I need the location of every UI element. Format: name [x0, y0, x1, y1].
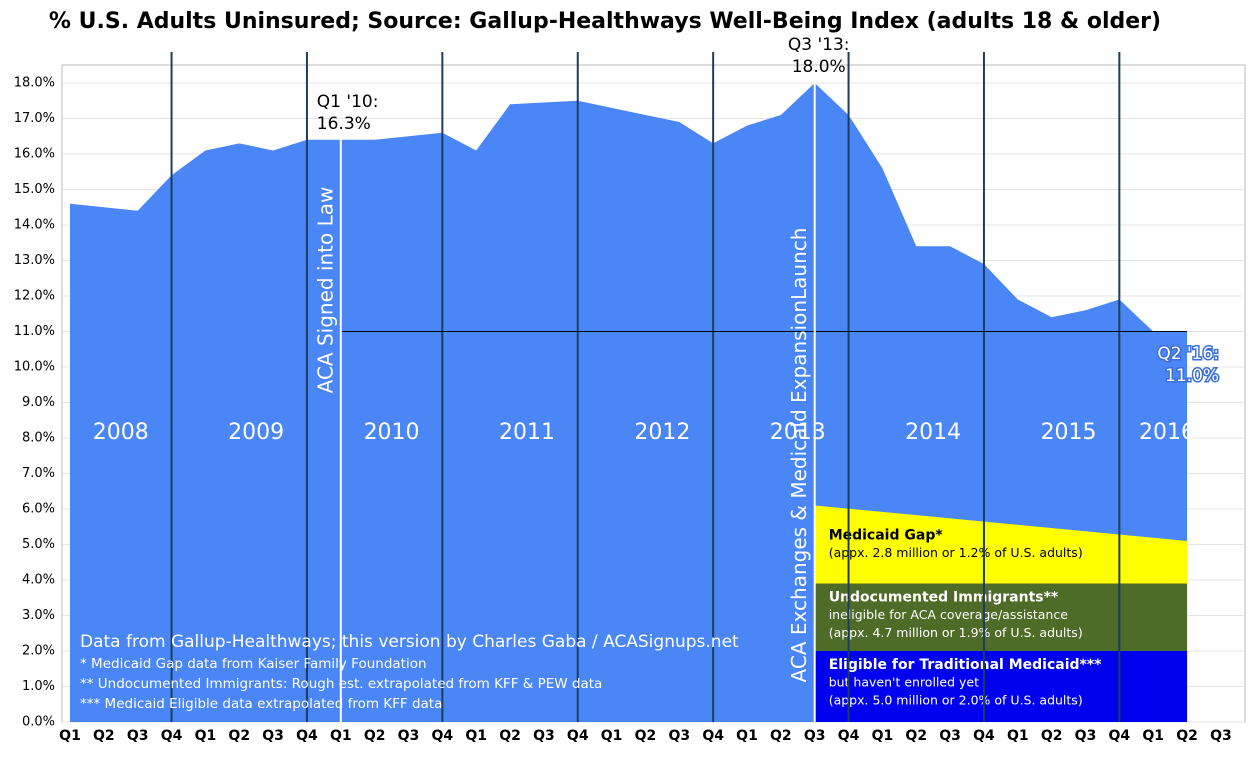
overlay-name: Undocumented Immigrants**: [829, 590, 1059, 606]
y-tick-label: 10.0%: [14, 360, 55, 375]
x-tick-label: Q4: [567, 728, 589, 744]
x-tick-label: Q4: [1109, 728, 1131, 744]
x-tick-label: Q4: [702, 728, 724, 744]
y-tick-label: 6.0%: [22, 502, 55, 517]
x-tick-label: Q4: [432, 728, 454, 744]
annotation: 16.3%: [317, 114, 371, 134]
x-tick-label: Q4: [838, 728, 860, 744]
y-tick-label: 11.0%: [14, 324, 55, 339]
y-tick-label: 16.0%: [14, 147, 55, 162]
annotation: Q3 '13:: [788, 35, 850, 55]
overlay-name: Eligible for Traditional Medicaid***: [829, 657, 1102, 673]
y-tick-label: 4.0%: [22, 573, 55, 588]
x-tick-label: Q4: [296, 728, 318, 744]
x-tick-label: Q3: [1075, 728, 1097, 744]
y-tick-label: 9.0%: [22, 395, 55, 410]
x-tick-label: Q1: [59, 728, 81, 744]
y-tick-label: 15.0%: [14, 182, 55, 197]
year-label: 2011: [499, 420, 555, 445]
overlay-text: but haven't enrolled yet: [829, 675, 979, 690]
y-tick-label: 8.0%: [22, 431, 55, 446]
x-tick-label: Q2: [1041, 728, 1063, 744]
year-label: 2009: [228, 420, 284, 445]
note: * Medicaid Gap data from Kaiser Family F…: [80, 656, 427, 672]
overlay-band: [814, 651, 1188, 722]
overlay-text: (appx. 4.7 million or 1.9% of U.S. adult…: [829, 625, 1083, 640]
year-label: 2015: [1041, 420, 1097, 445]
year-label: 2016: [1139, 420, 1195, 445]
x-tick-label: Q1: [736, 728, 758, 744]
x-tick-label: Q2: [93, 728, 115, 744]
x-tick-label: Q4: [973, 728, 995, 744]
x-tick-label: Q2: [228, 728, 250, 744]
overlay-band: [814, 505, 1188, 584]
x-tick-label: Q3: [1210, 728, 1232, 744]
x-tick-label: Q3: [398, 728, 420, 744]
y-tick-label: 3.0%: [22, 608, 55, 623]
x-tick-label: Q1: [1007, 728, 1029, 744]
x-tick-label: Q2: [635, 728, 657, 744]
annotation: 18.0%: [792, 57, 846, 77]
event-label: ACA Signed into Law: [313, 187, 337, 394]
y-tick-label: 0.0%: [22, 715, 55, 730]
x-tick-label: Q1: [195, 728, 217, 744]
chart-title: % U.S. Adults Uninsured; Source: Gallup-…: [49, 9, 1161, 34]
year-label: 2014: [905, 420, 961, 445]
x-tick-label: Q3: [127, 728, 149, 744]
x-tick-label: Q1: [601, 728, 623, 744]
x-tick-label: Q3: [939, 728, 961, 744]
overlay-band: [814, 583, 1188, 651]
x-tick-label: Q1: [1142, 728, 1164, 744]
y-tick-label: 17.0%: [14, 111, 55, 126]
x-tick-label: Q3: [668, 728, 690, 744]
x-tick-label: Q2: [905, 728, 927, 744]
annotation: 11.0%: [1165, 366, 1219, 386]
x-tick-label: Q3: [262, 728, 284, 744]
x-tick-label: Q1: [330, 728, 352, 744]
y-tick-label: 13.0%: [14, 253, 55, 268]
annotation: Q1 '10:: [317, 92, 379, 112]
y-tick-label: 18.0%: [14, 76, 55, 91]
x-tick-label: Q4: [161, 728, 183, 744]
y-tick-label: 5.0%: [22, 537, 55, 552]
x-tick-label: Q3: [804, 728, 826, 744]
overlay-text: (appx. 2.8 million or 1.2% of U.S. adult…: [829, 545, 1083, 560]
y-tick-label: 2.0%: [22, 644, 55, 659]
x-tick-label: Q3: [533, 728, 555, 744]
y-tick-label: 7.0%: [22, 466, 55, 481]
year-label: 2008: [93, 420, 149, 445]
annotation: Q2 '16:: [1157, 344, 1219, 364]
x-tick-label: Q2: [1176, 728, 1198, 744]
note: ** Undocumented Immigrants: Rough est. e…: [80, 676, 602, 692]
x-tick-label: Q2: [364, 728, 386, 744]
x-tick-label: Q1: [465, 728, 487, 744]
overlay-name: Medicaid Gap*: [829, 528, 944, 544]
y-tick-label: 14.0%: [14, 218, 55, 233]
note: *** Medicaid Eligible data extrapolated …: [80, 696, 442, 712]
year-label: 2013: [770, 420, 826, 445]
x-tick-label: Q2: [770, 728, 792, 744]
year-label: 2010: [364, 420, 420, 445]
note: Data from Gallup-Healthways; this versio…: [80, 632, 739, 652]
y-tick-label: 1.0%: [22, 679, 55, 694]
overlay-text: (appx. 5.0 million or 2.0% of U.S. adult…: [829, 693, 1083, 708]
year-label: 2012: [634, 420, 690, 445]
x-tick-label: Q2: [499, 728, 521, 744]
y-tick-label: 12.0%: [14, 289, 55, 304]
x-tick-label: Q1: [872, 728, 894, 744]
event-label: ACA Exchanges & Medicaid ExpansionLaunch: [787, 228, 811, 683]
overlay-text: ineligible for ACA coverage/assistance: [829, 607, 1069, 622]
